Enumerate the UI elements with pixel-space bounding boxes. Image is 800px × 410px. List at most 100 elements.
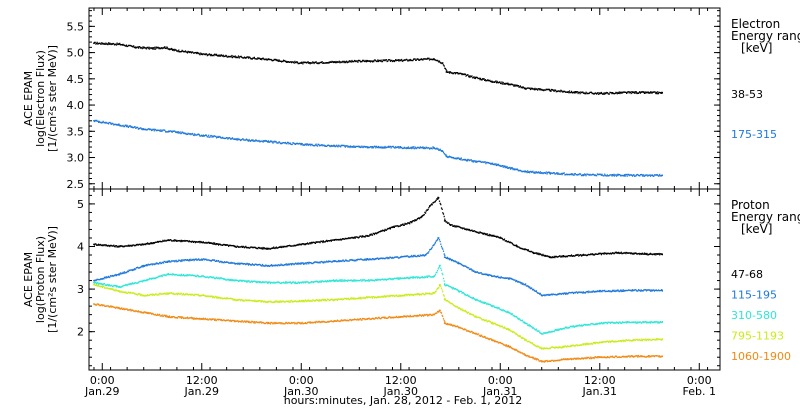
data-point [93,42,95,45]
legend-entry: 175-315 [731,128,777,141]
data-point [300,143,303,146]
y-axis-label-line: ACE EPAM [22,252,35,307]
data-point [433,58,435,60]
y-axis-label-line: [1/(cm²s ster MeV)] [46,226,59,333]
data-point [507,345,510,348]
data-point [234,138,236,141]
data-point [167,292,170,295]
x-axis-label: hours:minutes, Jan. 28, 2012 - Feb. 1, 2… [284,394,523,407]
data-point [524,283,526,286]
data-point [441,150,444,153]
plot-frame [88,7,721,190]
data-point [267,322,269,325]
data-point [507,277,510,280]
y-axis-label-line: log(Electron Flux) [34,50,47,147]
series-795-1193 [93,283,663,350]
data-point [549,172,551,175]
x-tick-date: Jan.30 [383,385,418,398]
data-point [441,62,444,64]
data-point [234,262,236,265]
data-point [598,341,601,344]
data-point [167,260,170,263]
data-point [93,281,95,284]
data-point [524,322,526,325]
data-point [540,360,543,363]
data-point [234,320,236,322]
series-trace [94,237,663,297]
series-115-195 [93,237,663,297]
data-point [466,159,468,162]
data-point [200,53,203,56]
legend-entry: 795-1193 [731,330,784,343]
data-point [449,224,452,227]
data-point [163,46,166,49]
data-point [167,239,170,242]
y-tick-label: 4 [77,240,84,253]
data-point [167,130,170,133]
data-point [267,58,269,61]
data-point [267,264,269,267]
data-point [438,283,441,286]
data-point [267,281,269,284]
data-point [267,140,269,143]
legend-title: Proton [731,198,770,212]
data-point [171,49,174,51]
x-tick-time: 0:00 [90,374,115,387]
y-axis-label-line: log(Proton Flux) [34,236,47,323]
data-point [366,318,369,320]
x-axis: 0:00Jan.2912:00Jan.290:00Jan.3012:00Jan.… [84,374,716,398]
data-point [565,358,568,361]
data-point [437,196,439,199]
data-point [582,173,585,176]
data-point [540,347,543,350]
y-axis-label-line: [1/(cm²s ster MeV)] [46,45,59,152]
x-tick-time: 12:00 [385,374,417,387]
y-tick-label: 3.5 [67,125,85,138]
legend-entry: 38-53 [731,88,763,101]
data-point [142,264,145,267]
data-point [457,307,460,310]
legend-title: Electron [731,17,780,31]
data-point [366,258,369,261]
data-point [333,239,336,242]
data-point [632,339,634,342]
data-point [565,345,568,348]
y-axis-label-line: ACE EPAM [22,71,35,126]
x-tick-date: Jan.29 [84,385,119,398]
data-point [598,322,601,325]
x-tick-date: Feb. 1 [683,385,716,398]
data-point [474,76,477,79]
data-point [118,43,120,46]
series-trace [94,41,663,95]
data-point [118,273,120,276]
data-point [408,222,410,225]
data-point [491,305,493,307]
x-tick-time: 0:00 [289,374,314,387]
data-point [333,260,336,263]
data-point [167,315,170,318]
legend-entry: 310-580 [731,309,777,322]
data-point [457,262,460,265]
data-point [437,237,439,239]
data-point [433,313,435,316]
data-point [499,237,502,239]
y-tick-label: 5 [77,198,84,211]
data-point [142,128,145,131]
data-point [661,253,663,256]
data-point [632,321,634,324]
data-point [565,326,568,329]
data-point [433,147,435,150]
data-point [118,124,120,126]
data-point [661,92,663,94]
legend-entry: 115-195 [731,289,777,302]
data-point [399,59,402,62]
data-point [524,170,526,173]
y-tick-label: 5.0 [67,47,85,60]
data-point [300,62,303,64]
y-tick-label: 2.5 [67,178,85,191]
data-point [399,277,402,280]
data-point [549,89,551,92]
data-point [93,243,95,246]
data-point [443,220,446,222]
